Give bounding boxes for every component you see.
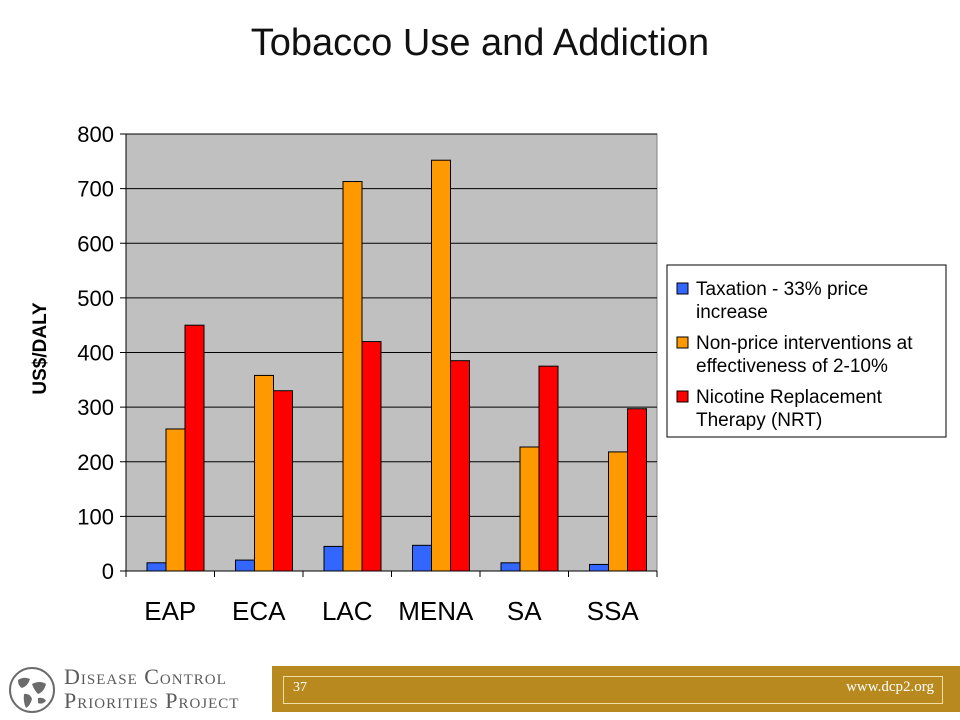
bar bbox=[254, 374, 274, 572]
bar-chart: 0 100 200 300 400 500 600 700 800 US$/DALY EAP ECA L… bbox=[30, 122, 947, 626]
x-tick-label: EAP bbox=[144, 596, 196, 626]
y-tick-label: 800 bbox=[77, 122, 114, 147]
bar bbox=[273, 390, 293, 572]
legend-label: Non-price interventions at effectiveness … bbox=[696, 333, 913, 377]
legend bbox=[666, 264, 947, 438]
org-name-line1: Disease Control bbox=[64, 664, 227, 689]
bar bbox=[589, 563, 609, 572]
bar bbox=[235, 559, 255, 572]
y-tick-label: 500 bbox=[77, 286, 114, 311]
bar bbox=[146, 562, 167, 572]
x-tick-label: SSA bbox=[587, 596, 640, 626]
bar bbox=[412, 544, 432, 572]
y-tick-label: 100 bbox=[77, 504, 114, 529]
bar bbox=[538, 365, 559, 572]
bar bbox=[184, 324, 205, 572]
org-name-line2: Priorities Project bbox=[64, 688, 240, 713]
footer-band bbox=[272, 666, 960, 712]
footer-frame bbox=[283, 676, 943, 704]
slide-title: Tobacco Use and Addiction bbox=[250, 22, 710, 64]
y-axis-label: US$/DALY bbox=[30, 302, 51, 395]
bar bbox=[608, 451, 628, 572]
x-tick-label: LAC bbox=[322, 596, 373, 626]
bar bbox=[500, 562, 521, 572]
legend-label: Taxation - 33% price increase bbox=[696, 279, 868, 323]
bar bbox=[431, 159, 451, 572]
x-tick-label: MENA bbox=[398, 596, 474, 626]
legend-swatch bbox=[676, 282, 689, 295]
bar bbox=[165, 428, 186, 572]
y-tick-label: 700 bbox=[77, 177, 114, 202]
globe-icon bbox=[9, 667, 55, 713]
bar bbox=[361, 341, 382, 572]
x-tick-label: ECA bbox=[232, 596, 286, 626]
legend-swatch bbox=[676, 336, 689, 349]
y-tick-label: 300 bbox=[77, 395, 114, 420]
legend-swatch bbox=[676, 390, 689, 403]
y-tick-label: 400 bbox=[77, 341, 114, 366]
y-tick-label: 600 bbox=[77, 231, 114, 256]
bar bbox=[450, 360, 470, 572]
page-number: 37 bbox=[293, 680, 307, 695]
x-tick-label: SA bbox=[507, 596, 542, 626]
y-tick-label: 0 bbox=[102, 559, 114, 584]
bar bbox=[323, 545, 344, 572]
bar bbox=[627, 408, 647, 572]
bar bbox=[342, 181, 363, 572]
website-link[interactable]: www.dcp2.org bbox=[846, 679, 934, 695]
y-tick-label: 200 bbox=[77, 450, 114, 475]
bar bbox=[519, 446, 540, 572]
legend-label: Nicotine Replacement Therapy (NRT) bbox=[696, 387, 883, 431]
